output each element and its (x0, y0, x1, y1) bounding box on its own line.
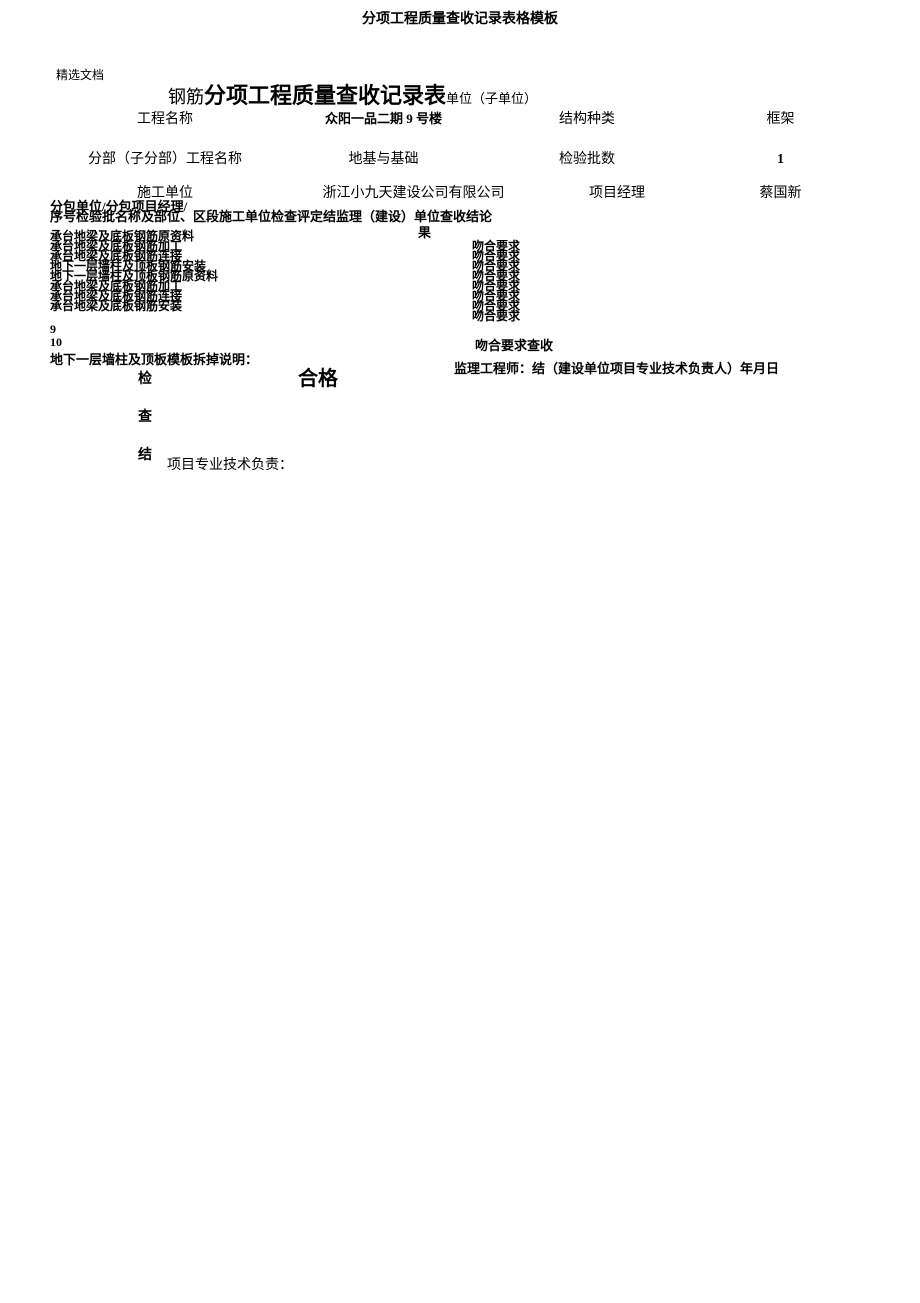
vertical-check-label: 检 查 结 (138, 368, 154, 482)
list-item: 承台地梁及底板钢筋安装 (50, 301, 218, 311)
page-header: 分项工程质量查收记录表格模板 (0, 0, 920, 28)
title-prefix: 钢筋 (168, 87, 204, 107)
value-pm: 蔡国新 (691, 182, 871, 202)
label-structure-type: 结构种类 (487, 108, 687, 128)
vertical-char: 检 (138, 368, 154, 388)
result-char: 果 (418, 222, 431, 241)
supervisor-line: 监理工程师：结（建设单位项目专业技术负责人）年月日 (454, 358, 779, 377)
table-header-row: 序号检验批名称及部位、区段施工单位检查评定结监理（建设）单位查收结论 (50, 206, 900, 225)
explain-line: 地下一层墙柱及顶板模板拆掉说明： (50, 349, 258, 368)
row-number-10: 10 (50, 335, 62, 350)
info-row-subproject: 分部（子分部）工程名称 地基与基础 检验批数 1 (50, 148, 920, 168)
responsible-line: 项目专业技术负责： (167, 454, 293, 474)
pass-text: 合格 (298, 362, 338, 391)
value-batch-count: 1 (691, 152, 871, 168)
info-row-project: 工程名称 众阳一品二期 9 号楼 结构种类 框架 (50, 108, 920, 128)
value-subproject: 地基与基础 (284, 148, 484, 168)
value-project-name: 众阳一品二期 9 号楼 (284, 108, 484, 127)
label-subproject: 分部（子分部）工程名称 (50, 148, 280, 168)
item-10-result: 吻合要求查收 (475, 335, 553, 354)
value-structure-type: 框架 (691, 108, 871, 128)
doc-label: 精选文档 (56, 66, 104, 83)
title-suffix: 单位（子单位） (446, 91, 537, 106)
label-project-name: 工程名称 (50, 108, 280, 128)
main-title-row: 钢筋分项工程质量查收记录表单位（子单位） (168, 78, 868, 110)
label-batch-count: 检验批数 (487, 148, 687, 168)
vertical-char: 查 (138, 406, 154, 426)
main-title: 分项工程质量查收记录表 (204, 83, 446, 108)
label-pm: 项目经理 (547, 182, 687, 202)
result-item: 吻合要求 (472, 311, 520, 321)
vertical-char: 结 (138, 444, 154, 464)
items-list: 承台地梁及底板钢筋原资料 承台地梁及底板钢筋加工 承台地梁及底板钢筋连接 地下一… (50, 231, 218, 311)
value-contractor: 浙江小九天建设公司有限公司 (284, 182, 544, 202)
results-list: 吻合要求 吻合要求 吻合要求 吻合要求 吻合要求 吻合要求 吻合要求 吻合要求 (472, 241, 520, 321)
